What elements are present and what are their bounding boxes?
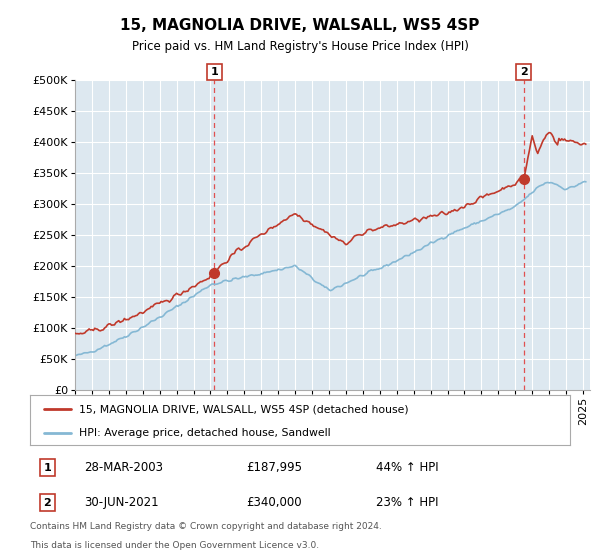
- Text: 23% ↑ HPI: 23% ↑ HPI: [376, 496, 438, 509]
- Text: 28-MAR-2003: 28-MAR-2003: [84, 461, 163, 474]
- Text: Contains HM Land Registry data © Crown copyright and database right 2024.: Contains HM Land Registry data © Crown c…: [30, 522, 382, 531]
- Text: 1: 1: [44, 463, 51, 473]
- Text: £187,995: £187,995: [246, 461, 302, 474]
- Text: 44% ↑ HPI: 44% ↑ HPI: [376, 461, 438, 474]
- Text: £340,000: £340,000: [246, 496, 302, 509]
- Text: 1: 1: [211, 67, 218, 77]
- Text: This data is licensed under the Open Government Licence v3.0.: This data is licensed under the Open Gov…: [30, 541, 319, 550]
- Text: 15, MAGNOLIA DRIVE, WALSALL, WS5 4SP (detached house): 15, MAGNOLIA DRIVE, WALSALL, WS5 4SP (de…: [79, 404, 408, 414]
- Text: 15, MAGNOLIA DRIVE, WALSALL, WS5 4SP: 15, MAGNOLIA DRIVE, WALSALL, WS5 4SP: [121, 18, 479, 33]
- Text: 2: 2: [44, 498, 51, 507]
- Text: 30-JUN-2021: 30-JUN-2021: [84, 496, 158, 509]
- Text: 2: 2: [520, 67, 527, 77]
- Text: Price paid vs. HM Land Registry's House Price Index (HPI): Price paid vs. HM Land Registry's House …: [131, 40, 469, 53]
- Text: HPI: Average price, detached house, Sandwell: HPI: Average price, detached house, Sand…: [79, 427, 330, 437]
